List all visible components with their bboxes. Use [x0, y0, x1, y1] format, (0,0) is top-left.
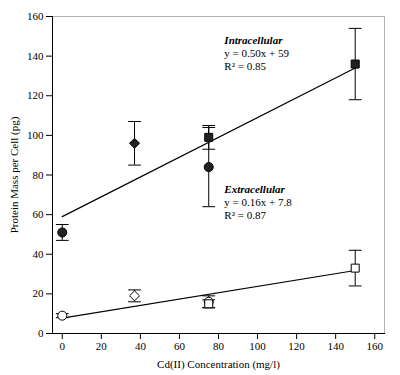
- svg-text:20: 20: [96, 340, 108, 352]
- svg-text:Extracellular: Extracellular: [223, 183, 285, 195]
- svg-text:60: 60: [174, 340, 186, 352]
- svg-text:60: 60: [33, 208, 45, 220]
- svg-text:y = 0.16x + 7.8: y = 0.16x + 7.8: [224, 196, 292, 208]
- svg-text:100: 100: [27, 129, 44, 141]
- svg-text:140: 140: [27, 50, 44, 62]
- svg-text:80: 80: [213, 340, 225, 352]
- svg-text:80: 80: [33, 169, 45, 181]
- svg-text:140: 140: [327, 340, 344, 352]
- svg-text:0: 0: [60, 340, 66, 352]
- svg-text:100: 100: [249, 340, 266, 352]
- svg-text:Protein Mass per Cell (pg): Protein Mass per Cell (pg): [8, 116, 21, 233]
- svg-text:Cd(II) Concentration (mg/l): Cd(II) Concentration (mg/l): [157, 358, 280, 371]
- svg-text:120: 120: [27, 89, 44, 101]
- svg-text:Intracellular: Intracellular: [223, 34, 283, 46]
- svg-text:0: 0: [38, 327, 44, 339]
- svg-text:40: 40: [135, 340, 147, 352]
- svg-text:y = 0.50x + 59: y = 0.50x + 59: [224, 47, 289, 59]
- svg-text:120: 120: [288, 340, 305, 352]
- svg-text:40: 40: [33, 248, 45, 260]
- svg-text:R² = 0.87: R² = 0.87: [224, 209, 266, 221]
- svg-text:R² = 0.85: R² = 0.85: [224, 60, 266, 72]
- svg-text:160: 160: [27, 10, 44, 22]
- svg-text:160: 160: [366, 340, 383, 352]
- svg-text:20: 20: [33, 287, 45, 299]
